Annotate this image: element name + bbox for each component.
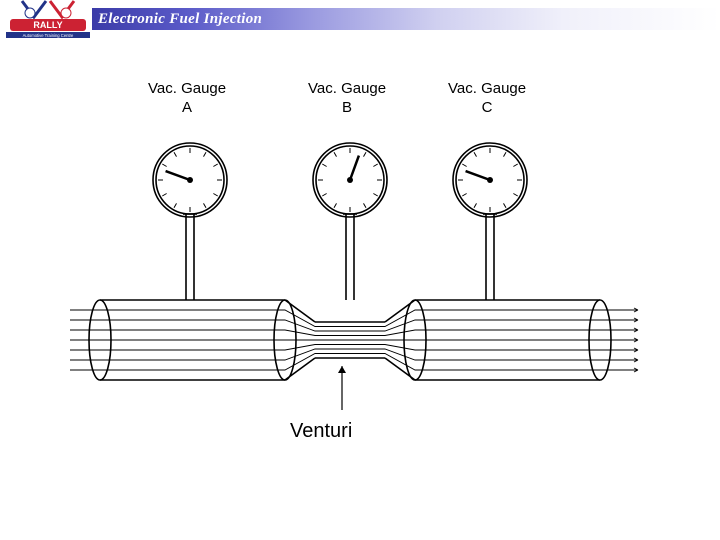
venturi-label: Venturi bbox=[290, 420, 352, 443]
header-bar: RALLY Automotive Training Centre Electro… bbox=[0, 4, 720, 34]
gauge-label-a: Vac. Gauge A bbox=[148, 80, 226, 118]
logo-text-bottom: Automotive Training Centre bbox=[23, 33, 74, 38]
brand-logo: RALLY Automotive Training Centre bbox=[4, 0, 92, 39]
title-strip: Electronic Fuel Injection bbox=[92, 8, 720, 30]
logo-text-top: RALLY bbox=[33, 20, 62, 30]
venturi-diagram: Vac. Gauge A Vac. Gauge B Vac. Gauge C V… bbox=[60, 70, 660, 470]
gauge-label-c: Vac. Gauge C bbox=[448, 80, 526, 118]
page-title: Electronic Fuel Injection bbox=[98, 11, 262, 28]
gauge-label-b: Vac. Gauge B bbox=[308, 80, 386, 118]
diagram-svg bbox=[60, 70, 660, 470]
